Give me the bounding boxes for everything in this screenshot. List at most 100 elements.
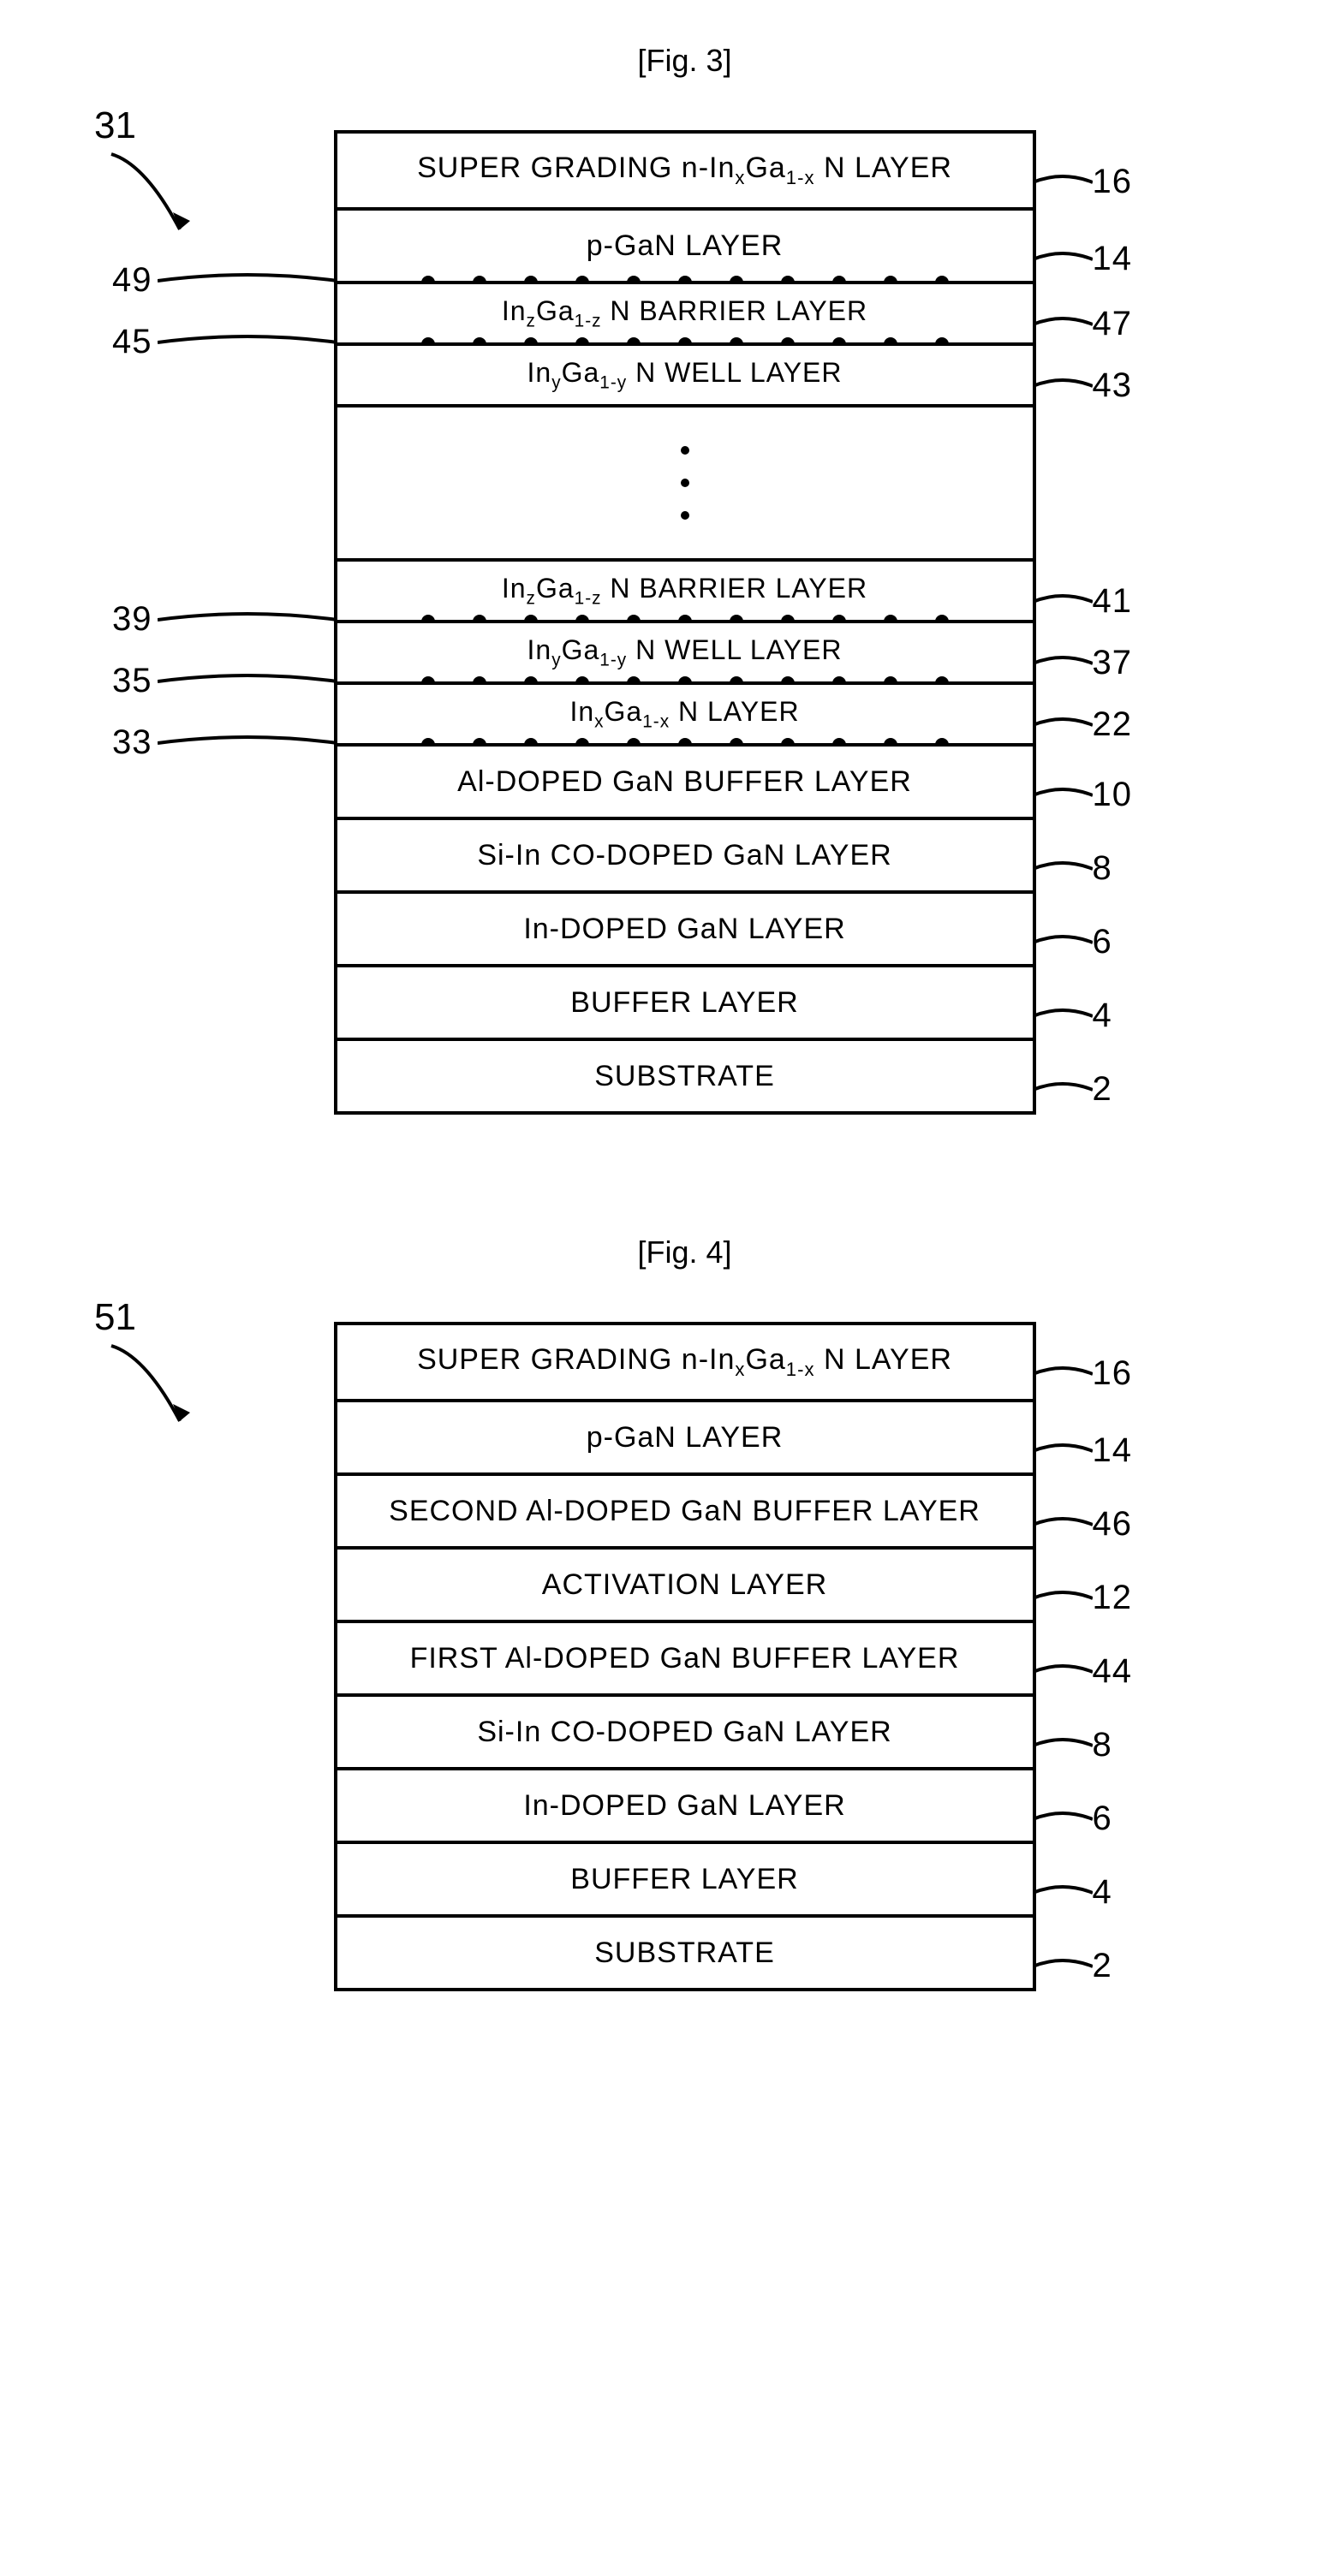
fig4-title: [Fig. 4]: [17, 1234, 1335, 1270]
layer-text: SUPER GRADING n-InxGa1-x N LAYER: [417, 1343, 952, 1381]
layer-text: InxGa1-x N LAYER: [569, 696, 799, 732]
layer-al-doped-buffer: Al-DOPED GaN BUFFER LAYER 10: [337, 743, 1033, 817]
layer-text: In-DOPED GaN LAYER: [523, 913, 845, 946]
fig4-ref-number: 51: [94, 1296, 136, 1339]
layer-si-in-codoped: Si-In CO-DOPED GaN LAYER 8: [337, 817, 1033, 890]
label-num: 2: [1093, 1947, 1112, 1985]
label-num: 6: [1093, 1800, 1112, 1838]
label-right-6: 6: [1033, 923, 1112, 961]
label-num: 16: [1093, 163, 1133, 201]
label-num: 43: [1093, 366, 1133, 405]
layer-text: SUPER GRADING n-InxGa1-x N LAYER: [417, 152, 952, 189]
layer-text: SUBSTRATE: [594, 1936, 775, 1970]
fig4-layer-stack: SUPER GRADING n-InxGa1-x N LAYER 16 p-Ga…: [334, 1322, 1036, 1991]
label-num: 37: [1093, 644, 1133, 682]
label-num: 6: [1093, 923, 1112, 961]
label-num: 47: [1093, 305, 1133, 343]
layer-gap: [337, 404, 1033, 558]
layer-text: SECOND Al-DOPED GaN BUFFER LAYER: [389, 1495, 980, 1528]
layer-super-grading: SUPER GRADING n-InxGa1-x N LAYER 16: [337, 134, 1033, 207]
label-num: 35: [112, 662, 152, 700]
label-right-2: 2: [1033, 1947, 1112, 1985]
layer-in-doped: In-DOPED GaN LAYER 6: [337, 1767, 1033, 1841]
layer-ingan-22: InxGa1-x N LAYER 22 33: [337, 681, 1033, 743]
layer-well-37: InyGa1-y N WELL LAYER 37 35: [337, 620, 1033, 681]
layer-activation: ACTIVATION LAYER 12: [337, 1546, 1033, 1620]
layer-text: ACTIVATION LAYER: [542, 1568, 827, 1602]
ellipsis-dot: [681, 446, 689, 455]
layer-text: InyGa1-y N WELL LAYER: [527, 634, 843, 670]
label-num: 14: [1093, 240, 1133, 278]
label-num: 49: [112, 261, 152, 300]
label-num: 2: [1093, 1070, 1112, 1109]
ellipsis-dot: [681, 479, 689, 487]
ellipsis-dot: [681, 511, 689, 520]
label-right-22: 22: [1033, 705, 1133, 744]
label-left-33: 33: [112, 723, 337, 762]
arrow-icon: [94, 147, 197, 241]
layer-text: Si-In CO-DOPED GaN LAYER: [477, 1716, 891, 1749]
layer-text: Si-In CO-DOPED GaN LAYER: [477, 839, 891, 872]
layer-buffer: BUFFER LAYER 4: [337, 964, 1033, 1038]
label-num: 41: [1093, 582, 1133, 621]
label-num: 4: [1093, 996, 1112, 1035]
label-right-6: 6: [1033, 1800, 1112, 1838]
label-num: 22: [1093, 705, 1133, 744]
label-left-35: 35: [112, 662, 337, 700]
label-num: 45: [112, 323, 152, 361]
layer-p-gan: p-GaN LAYER 14: [337, 1399, 1033, 1472]
layer-substrate: SUBSTRATE 2: [337, 1914, 1033, 1988]
layer-text: In-DOPED GaN LAYER: [523, 1789, 845, 1823]
fig3-ref-arrow: 31: [94, 104, 197, 241]
arrow-icon: [94, 1339, 197, 1433]
label-left-39: 39: [112, 600, 337, 639]
label-right-2: 2: [1033, 1070, 1112, 1109]
label-right-14: 14: [1033, 1431, 1133, 1470]
layer-substrate: SUBSTRATE 2: [337, 1038, 1033, 1111]
label-right-12: 12: [1033, 1579, 1133, 1617]
fig3-title: [Fig. 3]: [17, 43, 1335, 79]
label-right-4: 4: [1033, 996, 1112, 1035]
label-right-43: 43: [1033, 366, 1133, 405]
layer-in-doped: In-DOPED GaN LAYER 6: [337, 890, 1033, 964]
layer-well-43: InyGa1-y N WELL LAYER 43: [337, 342, 1033, 404]
label-num: 16: [1093, 1354, 1133, 1393]
layer-p-gan: p-GaN LAYER 14 49: [337, 207, 1033, 281]
label-num: 10: [1093, 776, 1133, 814]
fig3-ref-number: 31: [94, 104, 136, 147]
label-num: 4: [1093, 1873, 1112, 1912]
label-num: 12: [1093, 1579, 1133, 1617]
layer-si-in-codoped: Si-In CO-DOPED GaN LAYER 8: [337, 1693, 1033, 1767]
layer-text: BUFFER LAYER: [570, 986, 798, 1020]
label-right-44: 44: [1033, 1652, 1133, 1691]
layer-first-al-doped: FIRST Al-DOPED GaN BUFFER LAYER 44: [337, 1620, 1033, 1693]
layer-barrier-41: InzGa1-z N BARRIER LAYER 41 39: [337, 558, 1033, 620]
fig3-block: 31 SUPER GRADING n-InxGa1-x N LAYER 16 p…: [17, 130, 1335, 1115]
label-right-16: 16: [1033, 1354, 1133, 1393]
fig4-ref-arrow: 51: [94, 1296, 197, 1433]
layer-text: Al-DOPED GaN BUFFER LAYER: [457, 765, 912, 799]
label-num: 33: [112, 723, 152, 762]
label-right-8: 8: [1033, 1726, 1112, 1764]
label-right-46: 46: [1033, 1505, 1133, 1544]
layer-text: InzGa1-z N BARRIER LAYER: [502, 295, 867, 331]
page: [Fig. 3] 31 SUPER GRADING n-InxGa1-x N L…: [17, 43, 1335, 1991]
label-right-10: 10: [1033, 776, 1133, 814]
label-num: 8: [1093, 849, 1112, 888]
label-num: 14: [1093, 1431, 1133, 1470]
label-num: 8: [1093, 1726, 1112, 1764]
label-num: 39: [112, 600, 152, 639]
label-num: 44: [1093, 1652, 1133, 1691]
layer-super-grading: SUPER GRADING n-InxGa1-x N LAYER 16: [337, 1325, 1033, 1399]
label-right-37: 37: [1033, 644, 1133, 682]
label-right-47: 47: [1033, 305, 1133, 343]
layer-text: FIRST Al-DOPED GaN BUFFER LAYER: [410, 1642, 960, 1675]
label-right-41: 41: [1033, 582, 1133, 621]
layer-text: p-GaN LAYER: [587, 229, 784, 263]
layer-barrier-47: InzGa1-z N BARRIER LAYER 47 45: [337, 281, 1033, 342]
layer-text: InyGa1-y N WELL LAYER: [527, 357, 843, 393]
layer-text: SUBSTRATE: [594, 1060, 775, 1093]
label-right-16: 16: [1033, 163, 1133, 201]
fig4-block: 51 SUPER GRADING n-InxGa1-x N LAYER 16 p…: [17, 1322, 1335, 1991]
label-left-49: 49: [112, 261, 337, 300]
